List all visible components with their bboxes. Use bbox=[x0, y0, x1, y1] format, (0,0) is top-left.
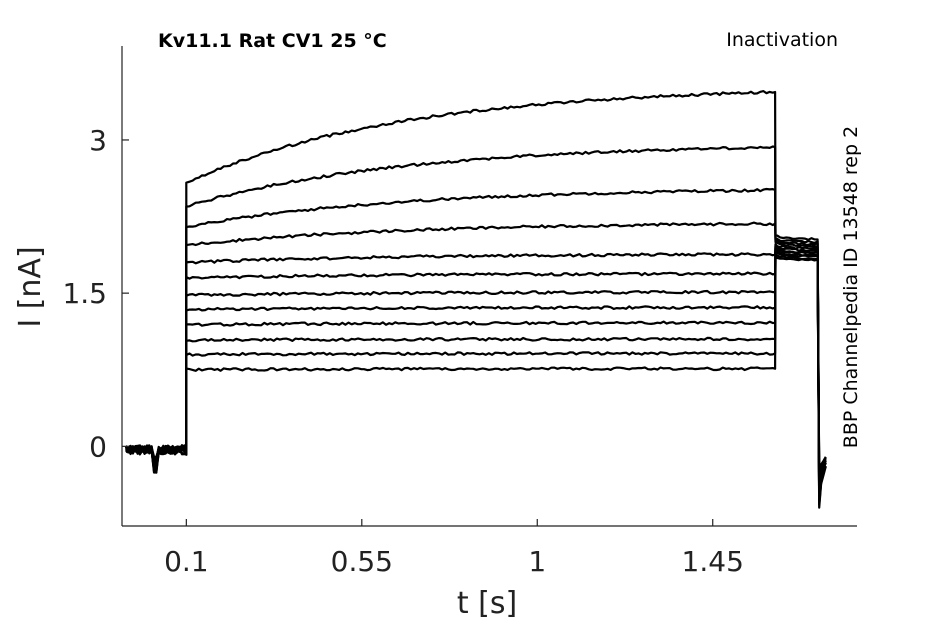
current-trace bbox=[125, 250, 827, 500]
protocol-label: Inactivation bbox=[726, 29, 838, 51]
chart-title: Kv11.1 Rat CV1 25 °C bbox=[158, 30, 387, 52]
current-trace bbox=[125, 247, 827, 494]
x-tick-label: 1 bbox=[528, 545, 546, 578]
x-tick-label: 0.55 bbox=[331, 545, 393, 578]
current-trace bbox=[125, 255, 827, 509]
traces bbox=[124, 89, 827, 509]
current-trace bbox=[125, 248, 827, 497]
current-trace bbox=[125, 253, 827, 506]
current-trace bbox=[125, 145, 827, 479]
x-tick-label: 0.1 bbox=[164, 545, 209, 578]
current-trace bbox=[125, 89, 827, 476]
current-trace bbox=[124, 245, 827, 491]
current-trace bbox=[125, 251, 827, 503]
current-trace bbox=[124, 243, 827, 488]
x-axis-label: t [s] bbox=[457, 586, 517, 621]
y-tick-label: 3 bbox=[89, 124, 107, 157]
y-tick-label: 1.5 bbox=[62, 277, 107, 310]
y-tick-label: 0 bbox=[89, 430, 107, 463]
source-label: BBP Channelpedia ID 13548 rep 2 bbox=[840, 126, 862, 448]
ticks: 0.1 0.55 1 1.45 0 1.5 3 bbox=[62, 124, 743, 578]
current-trace bbox=[125, 221, 827, 485]
x-tick-label: 1.45 bbox=[682, 545, 744, 578]
current-trace bbox=[124, 187, 827, 482]
y-axis-label: I [nA] bbox=[13, 246, 48, 327]
